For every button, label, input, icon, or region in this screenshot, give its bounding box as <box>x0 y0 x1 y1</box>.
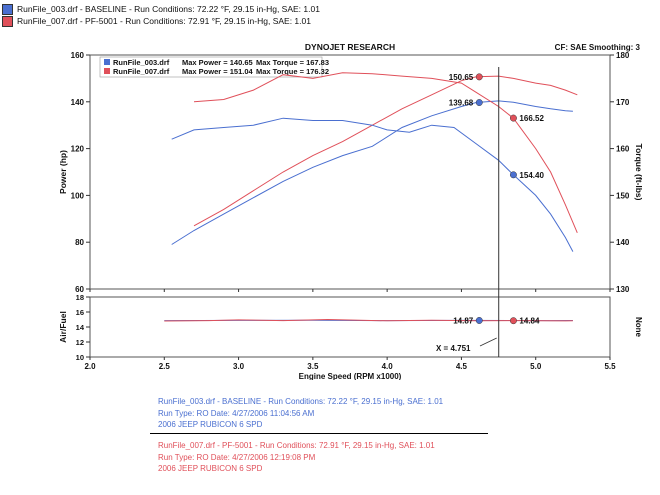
legend-max-torque: Max Torque = 176.32 <box>256 67 329 76</box>
legend-run-name: RunFile_007.drf <box>113 67 170 76</box>
legend-box <box>99 56 323 78</box>
run-1-swatch <box>2 3 13 15</box>
y-right-tick-label: 150 <box>616 191 630 200</box>
header-run-2: RunFile_007.drf - PF-5001 - Run Conditio… <box>2 15 311 27</box>
x-tick-label: 3.5 <box>307 362 319 371</box>
series-line <box>171 117 574 252</box>
dyno-chart: DYNOJET RESEARCH CF: SAE Smoothing: 3 60 80… <box>58 42 644 380</box>
y-tick-label: 80 <box>75 238 84 247</box>
value-label: 14.87 <box>453 316 474 325</box>
value-marker <box>475 317 483 324</box>
value-marker <box>509 317 517 325</box>
y-right-tick-label: 170 <box>616 98 630 107</box>
value-label: 14.84 <box>519 317 540 326</box>
x-tick-label: 4.0 <box>382 362 394 371</box>
afr-plot-frame <box>89 296 611 358</box>
footer-run-1-line-2: Run Type: RO Date: 4/27/2006 11:04:56 AM <box>158 408 315 418</box>
value-marker <box>475 99 483 106</box>
footer-run-1-line-1: RunFile_003.drf - BASELINE - Run Conditi… <box>158 397 444 406</box>
afr-series-line <box>164 318 573 322</box>
cursor-label: X = 4.751 <box>436 344 471 353</box>
header-run-1-label: RunFile_003.drf - BASELINE - Run Conditi… <box>17 4 320 14</box>
legend-max-power: Max Power = 140.65 <box>182 58 253 67</box>
y-tick-label: 100 <box>71 191 85 200</box>
chart-corner-note: CF: SAE Smoothing: 3 <box>555 43 641 52</box>
value-label: 166.52 <box>519 114 544 123</box>
afr-y-tick-label: 18 <box>76 293 84 302</box>
cursor-label-pointer <box>479 337 497 347</box>
y-right-tick-label: 160 <box>616 145 630 154</box>
footer-run-2: RunFile_007.drf - PF-5001 - Run Conditio… <box>158 440 435 475</box>
y-tick-label: 120 <box>71 145 85 154</box>
afr-y-tick-label: 14 <box>76 323 85 332</box>
x-tick-label: 2.0 <box>84 362 96 371</box>
header-run-2-label: RunFile_007.drf - PF-5001 - Run Conditio… <box>17 16 311 26</box>
afr-axis-label: Air/Fuel <box>58 311 68 343</box>
footer-run-2-line-2: Run Type: RO Date: 4/27/2006 12:19:08 PM <box>158 452 316 462</box>
x-tick-label: 5.5 <box>604 362 616 371</box>
series-line <box>193 72 578 233</box>
afr-y-tick-label: 12 <box>76 338 84 347</box>
run-2-swatch <box>2 15 13 27</box>
y-right-tick-label: 130 <box>616 285 630 294</box>
header-run-1: RunFile_003.drf - BASELINE - Run Conditi… <box>2 3 320 15</box>
value-marker <box>475 73 483 81</box>
y-right-tick-label: 140 <box>616 238 630 247</box>
value-label: 150.65 <box>449 73 474 82</box>
x-axis-label: Engine Speed (RPM x1000) <box>299 372 402 380</box>
legend-swatch <box>104 68 110 74</box>
y-tick-label: 60 <box>75 285 84 294</box>
x-tick-label: 5.0 <box>530 362 542 371</box>
y-right-axis-label: Torque (ft-lbs) <box>634 144 644 201</box>
afr-right-axis-label: None <box>634 317 643 338</box>
x-tick-label: 2.5 <box>159 362 171 371</box>
value-label: 139.68 <box>449 99 474 108</box>
y-axis-label: Power (hp) <box>58 150 68 194</box>
y-tick-label: 160 <box>71 51 85 60</box>
value-marker <box>509 114 517 122</box>
footer-run-2-line-3: 2006 JEEP RUBICON 6 SPD <box>158 464 263 473</box>
y-tick-label: 140 <box>71 98 85 107</box>
main-plot-frame <box>89 54 611 290</box>
series-line <box>193 75 578 227</box>
footer-run-2-line-1: RunFile_007.drf - PF-5001 - Run Conditio… <box>158 441 435 450</box>
value-marker <box>509 171 517 179</box>
y-right-tick-label: 180 <box>616 51 630 60</box>
legend-max-power: Max Power = 151.04 <box>182 67 253 76</box>
afr-y-tick-label: 10 <box>76 353 84 362</box>
afr-y-tick-label: 16 <box>76 308 84 317</box>
x-tick-label: 4.5 <box>456 362 468 371</box>
footer-divider <box>150 433 488 434</box>
footer-run-1: RunFile_003.drf - BASELINE - Run Conditi… <box>158 396 443 431</box>
series-line <box>171 100 573 245</box>
value-label: 154.40 <box>519 171 544 180</box>
x-tick-label: 3.0 <box>233 362 245 371</box>
legend-swatch <box>104 59 110 65</box>
legend-max-torque: Max Torque = 167.83 <box>256 58 329 67</box>
footer-run-1-line-3: 2006 JEEP RUBICON 6 SPD <box>158 420 263 429</box>
chart-title: DYNOJET RESEARCH <box>305 42 395 52</box>
legend-run-name: RunFile_003.drf <box>113 58 170 67</box>
